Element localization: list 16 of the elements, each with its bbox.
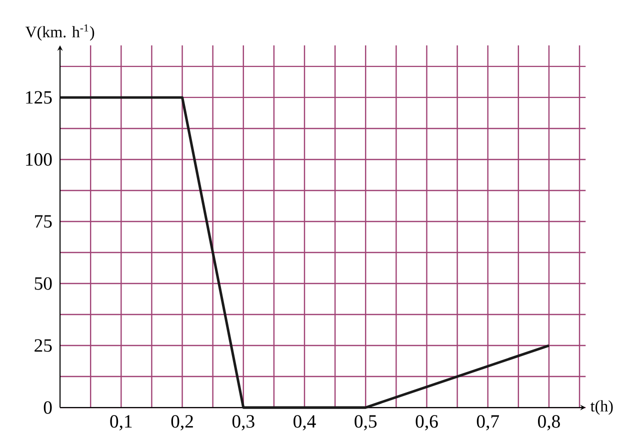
x-tick-label: 0,6 <box>416 415 438 431</box>
y-tick-label: 0 <box>44 401 52 414</box>
x-axis-title: t(h) <box>590 400 613 416</box>
y-tick-label: 25 <box>34 339 52 352</box>
x-tick-label: 0,4 <box>294 415 316 431</box>
x-tick-label: 0,2 <box>171 415 193 431</box>
x-tick-label: 0,3 <box>232 415 254 431</box>
y-tick-label: 125 <box>26 91 52 104</box>
x-tick-label: 0,7 <box>476 415 499 431</box>
x-tick-label: 0,1 <box>110 415 132 431</box>
x-tick-label: 0,8 <box>538 415 560 431</box>
y-tick-label: 50 <box>34 277 52 290</box>
y-axis-title: V(km. h$^{-1}$) <box>25 24 94 41</box>
y-tick-label: 100 <box>26 153 52 166</box>
y-tick-label: 75 <box>35 215 52 228</box>
x-tick-label: 0,5 <box>354 415 377 431</box>
